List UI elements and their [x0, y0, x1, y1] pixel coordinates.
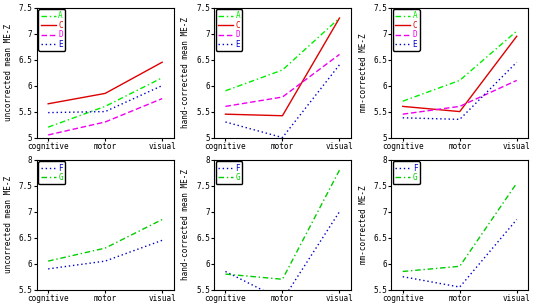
G: [45, 259, 51, 263]
Line: C: C: [226, 18, 339, 116]
Line: D: D: [48, 99, 162, 135]
Y-axis label: uncorrected mean ME-Z: uncorrected mean ME-Z: [4, 24, 13, 121]
E: [222, 120, 229, 124]
D: [45, 133, 51, 137]
F: [336, 210, 343, 214]
F: [457, 285, 463, 289]
G: [457, 264, 463, 268]
Line: C: C: [403, 36, 517, 111]
E: [159, 84, 166, 87]
Y-axis label: mm-corrected ME-Z: mm-corrected ME-Z: [359, 33, 368, 112]
Line: E: E: [226, 65, 339, 138]
G: [279, 278, 286, 281]
Line: A: A: [403, 31, 517, 101]
F: [159, 239, 166, 242]
E: [45, 111, 51, 115]
C: [222, 112, 229, 116]
C: [513, 34, 520, 38]
F: [513, 218, 520, 221]
E: [336, 63, 343, 67]
D: [399, 112, 406, 116]
Y-axis label: hand-corrected mean ME-Z: hand-corrected mean ME-Z: [182, 169, 190, 280]
C: [279, 114, 286, 118]
Line: G: G: [403, 183, 517, 271]
A: [102, 105, 108, 108]
E: [102, 110, 108, 113]
Legend: F, G: F, G: [215, 161, 242, 184]
C: [399, 105, 406, 108]
Line: G: G: [48, 220, 162, 261]
Y-axis label: hand-corrected mean ME-Z: hand-corrected mean ME-Z: [182, 17, 190, 128]
Legend: F, G: F, G: [393, 161, 420, 184]
Line: G: G: [226, 170, 339, 279]
E: [399, 116, 406, 120]
D: [102, 120, 108, 124]
Y-axis label: mm-corrected ME-Z: mm-corrected ME-Z: [359, 185, 368, 264]
Line: F: F: [226, 212, 339, 300]
Legend: A, C, D, E: A, C, D, E: [393, 9, 420, 51]
A: [222, 89, 229, 93]
G: [102, 246, 108, 250]
Line: F: F: [48, 240, 162, 269]
Line: D: D: [226, 54, 339, 107]
Line: E: E: [48, 86, 162, 113]
Line: C: C: [48, 62, 162, 104]
Line: A: A: [48, 78, 162, 127]
Line: D: D: [403, 80, 517, 114]
G: [222, 272, 229, 276]
E: [513, 60, 520, 64]
D: [336, 52, 343, 56]
D: [222, 105, 229, 108]
C: [336, 16, 343, 20]
D: [513, 79, 520, 82]
A: [336, 16, 343, 20]
Legend: A, C, D, E: A, C, D, E: [215, 9, 242, 51]
E: [457, 118, 463, 121]
Line: F: F: [403, 220, 517, 287]
Line: E: E: [403, 62, 517, 119]
A: [45, 125, 51, 129]
Y-axis label: uncorrected mean ME-Z: uncorrected mean ME-Z: [4, 176, 13, 273]
A: [399, 99, 406, 103]
F: [222, 270, 229, 273]
Legend: F, G: F, G: [38, 161, 65, 184]
A: [513, 29, 520, 33]
C: [159, 60, 166, 64]
A: [457, 79, 463, 82]
D: [159, 97, 166, 100]
F: [399, 275, 406, 278]
C: [102, 91, 108, 95]
E: [279, 136, 286, 139]
G: [336, 168, 343, 172]
F: [102, 259, 108, 263]
A: [279, 68, 286, 72]
A: [159, 76, 166, 80]
F: [45, 267, 51, 271]
Line: A: A: [226, 18, 339, 91]
G: [399, 270, 406, 273]
G: [159, 218, 166, 221]
D: [457, 105, 463, 108]
G: [513, 181, 520, 185]
Legend: A, C, D, E: A, C, D, E: [38, 9, 65, 51]
D: [279, 95, 286, 99]
F: [279, 298, 286, 302]
C: [45, 102, 51, 106]
C: [457, 110, 463, 113]
